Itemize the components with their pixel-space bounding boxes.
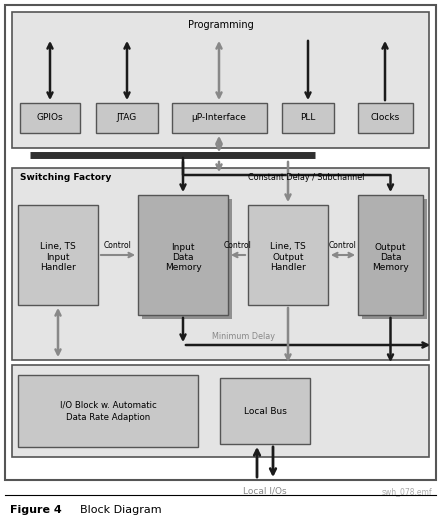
Bar <box>172 103 267 133</box>
Text: Memory: Memory <box>164 263 202 271</box>
Text: Constant Delay / Subchannel: Constant Delay / Subchannel <box>248 173 364 182</box>
Text: JTAG: JTAG <box>117 114 137 122</box>
Text: Memory: Memory <box>372 263 409 271</box>
Text: Handler: Handler <box>270 263 306 271</box>
Text: swh_078.emf: swh_078.emf <box>381 487 432 496</box>
Text: Data: Data <box>380 253 401 262</box>
Text: Minimum Delay: Minimum Delay <box>212 332 274 341</box>
Bar <box>358 195 423 315</box>
Text: Line, TS: Line, TS <box>40 242 76 252</box>
Bar <box>282 103 334 133</box>
Text: Control: Control <box>104 241 132 250</box>
Text: Input: Input <box>46 253 70 262</box>
Bar <box>96 103 158 133</box>
Text: Control: Control <box>224 241 252 250</box>
Text: Data: Data <box>172 253 194 262</box>
Bar <box>12 168 429 360</box>
Bar <box>12 12 429 148</box>
Text: Local Bus: Local Bus <box>243 406 287 416</box>
Text: Data Rate Adaption: Data Rate Adaption <box>66 413 150 421</box>
Bar <box>18 205 98 305</box>
Text: Output: Output <box>272 253 304 262</box>
Text: Block Diagram: Block Diagram <box>80 505 161 515</box>
Text: Line, TS: Line, TS <box>270 242 306 252</box>
Text: Input: Input <box>171 242 195 252</box>
Text: I/O Block w. Automatic: I/O Block w. Automatic <box>60 401 157 410</box>
Bar <box>142 199 232 319</box>
Bar <box>20 103 80 133</box>
Text: μP-Interface: μP-Interface <box>191 114 247 122</box>
Bar <box>138 195 228 315</box>
Text: PLL: PLL <box>300 114 316 122</box>
Bar <box>362 199 427 319</box>
Text: Clocks: Clocks <box>370 114 400 122</box>
Text: Control: Control <box>329 241 357 250</box>
Text: Programming: Programming <box>188 20 254 30</box>
Bar <box>12 365 429 457</box>
Bar <box>358 103 413 133</box>
Text: Switching Factory: Switching Factory <box>20 173 112 182</box>
Bar <box>18 375 198 447</box>
Bar <box>220 378 310 444</box>
Text: Figure 4: Figure 4 <box>10 505 62 515</box>
Bar <box>248 205 328 305</box>
Text: Local I/Os: Local I/Os <box>243 487 287 496</box>
Text: Handler: Handler <box>40 263 76 271</box>
Text: GPIOs: GPIOs <box>37 114 64 122</box>
Text: Output: Output <box>375 242 406 252</box>
